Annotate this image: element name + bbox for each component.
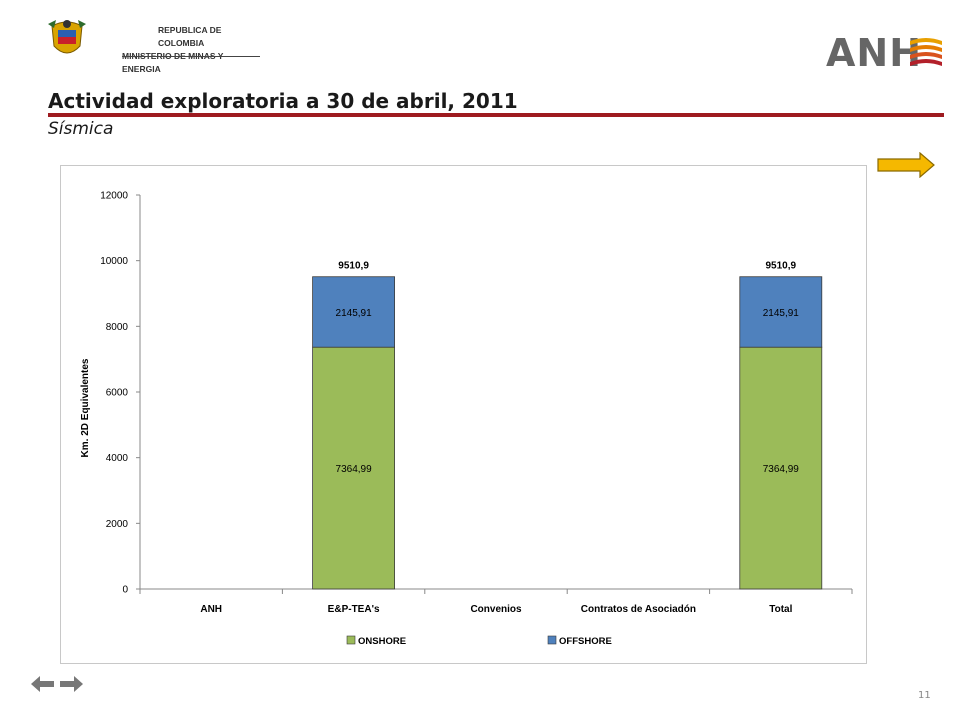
ministry-name: MINISTERIO DE MINAS Y ENERGIA — [122, 51, 224, 74]
y-tick-label: 0 — [122, 585, 128, 596]
y-tick-label: 10000 — [100, 256, 128, 267]
bar-value-label: 7364,99 — [763, 464, 800, 475]
logo-divider — [122, 56, 260, 57]
bar-value-label: 2145,91 — [336, 308, 373, 319]
y-tick-label: 6000 — [106, 388, 129, 399]
government-name: REPUBLICA DE COLOMBIA — [158, 25, 222, 48]
x-category-label: ANH — [200, 604, 222, 615]
y-tick-label: 2000 — [106, 519, 129, 530]
title-divider — [48, 113, 944, 117]
stacked-bar-chart: 0 2000 4000 6000 8000 10000 12000 ANH E&P-TEA's C… — [80, 191, 853, 647]
arrow-left-icon[interactable] — [31, 676, 54, 692]
bar-value-label: 2145,91 — [763, 308, 800, 319]
chart-frame — [60, 165, 867, 664]
y-axis-label: Km. 2D Equivalentes — [80, 358, 91, 457]
anh-logo: ANH — [826, 33, 944, 73]
legend-swatch-onshore — [346, 635, 356, 645]
bar-total-label: 9510,9 — [338, 261, 369, 272]
y-tick-label: 8000 — [106, 322, 129, 333]
ministry-logo: REPUBLICA DE COLOMBIA MINISTERIO DE MINA… — [36, 12, 260, 74]
bar-offshore — [739, 276, 823, 348]
y-tick-label: 12000 — [100, 191, 128, 202]
bar-onshore — [739, 346, 823, 590]
arrow-right-icon[interactable] — [60, 676, 83, 692]
legend-label: ONSHORE — [358, 636, 406, 647]
page-number: 11 — [918, 690, 931, 701]
arrow-right-icon[interactable] — [876, 152, 936, 178]
x-category-label: Convenios — [470, 604, 522, 615]
anh-logo-text: ANH — [826, 31, 923, 75]
coat-of-arms-icon — [48, 20, 86, 54]
bar-offshore — [312, 276, 396, 348]
x-category-label: Total — [769, 604, 792, 615]
bar-onshore — [312, 346, 396, 590]
bar-value-label: 7364,99 — [336, 464, 373, 475]
x-category-label: Contratos de Asociadón — [581, 604, 696, 615]
legend-swatch-offshore — [547, 635, 557, 645]
slide-subtitle: Sísmica — [48, 119, 114, 139]
bar-total-label: 9510,9 — [766, 261, 797, 272]
legend-label: OFFSHORE — [559, 636, 612, 647]
x-category-label: E&P-TEA's — [328, 604, 380, 615]
y-tick-label: 4000 — [106, 453, 129, 464]
anh-stripes-icon — [910, 38, 942, 66]
slide-title: Actividad exploratoria a 30 de abril, 20… — [48, 89, 518, 113]
navigation-arrows — [31, 676, 83, 692]
